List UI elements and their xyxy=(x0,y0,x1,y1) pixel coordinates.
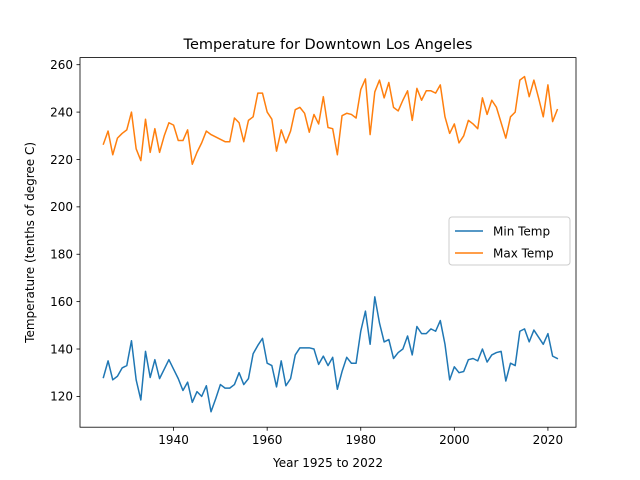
x-tick-label: 1960 xyxy=(252,433,283,447)
x-tick-label: 2000 xyxy=(439,433,470,447)
y-tick-label: 200 xyxy=(50,200,73,214)
y-axis: 120 140 160 180 200 220 240 260 xyxy=(50,58,80,404)
x-tick-label: 1940 xyxy=(158,433,189,447)
x-tick-label: 1980 xyxy=(345,433,376,447)
legend: Min Temp Max Temp xyxy=(448,216,571,266)
series-line-min-temp xyxy=(102,296,559,413)
x-axis-label: Year 1925 to 2022 xyxy=(272,456,383,470)
series-line-max-temp xyxy=(102,75,559,165)
legend-label-min-temp: Min Temp xyxy=(493,225,550,239)
y-tick-label: 240 xyxy=(50,105,73,119)
y-tick-label: 160 xyxy=(50,295,73,309)
y-tick-label: 220 xyxy=(50,153,73,167)
y-axis-label: Temperature (tenths of degree C) xyxy=(23,142,37,344)
x-tick-label: 2020 xyxy=(533,433,564,447)
y-tick-label: 120 xyxy=(50,390,73,404)
chart-title: Temperature for Downtown Los Angeles xyxy=(183,37,473,53)
y-tick-label: 140 xyxy=(50,342,73,356)
legend-label-max-temp: Max Temp xyxy=(493,247,554,261)
y-tick-label: 180 xyxy=(50,248,73,262)
x-axis: 1940 1960 1980 2000 2020 xyxy=(158,427,563,447)
series-layer xyxy=(102,75,559,413)
y-tick-label: 260 xyxy=(50,58,73,72)
